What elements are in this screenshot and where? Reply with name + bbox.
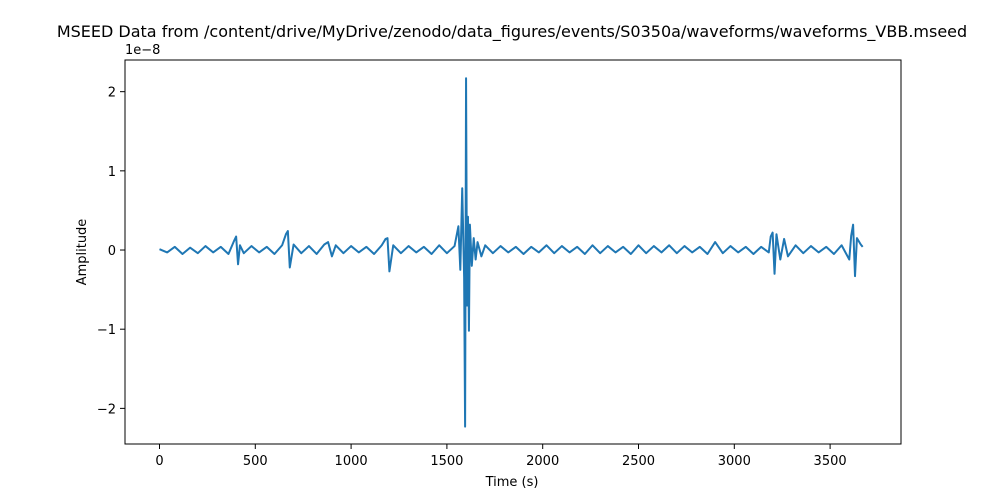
y-axis: −2 −1 0 1 2 bbox=[97, 86, 125, 417]
y-tick-label: 1 bbox=[108, 165, 116, 180]
y-tick-label: 0 bbox=[108, 244, 116, 259]
chart-title: MSEED Data from /content/drive/MyDrive/z… bbox=[57, 22, 967, 42]
plot-area bbox=[124, 59, 902, 445]
x-tick-label: 1000 bbox=[335, 454, 368, 469]
x-axis-label: Time (s) bbox=[485, 475, 539, 490]
y-tick-label: −1 bbox=[97, 323, 116, 338]
y-axis-offset-label: 1e−8 bbox=[125, 43, 160, 58]
y-axis-label: Amplitude bbox=[75, 219, 90, 286]
y-tick-label: −2 bbox=[97, 402, 116, 417]
x-tick-label: 0 bbox=[155, 454, 163, 469]
x-tick-label: 500 bbox=[243, 454, 268, 469]
x-tick-label: 3000 bbox=[718, 454, 751, 469]
x-tick-label: 2000 bbox=[526, 454, 559, 469]
axes-frame bbox=[124, 59, 902, 445]
x-tick-label: 3500 bbox=[814, 454, 847, 469]
waveform-series-line bbox=[159, 77, 864, 428]
x-tick-label: 1500 bbox=[430, 454, 463, 469]
y-tick-label: 2 bbox=[108, 86, 116, 101]
x-tick-label: 2500 bbox=[622, 454, 655, 469]
x-axis: 0 500 1000 1500 2000 2500 3000 3500 bbox=[155, 444, 847, 469]
